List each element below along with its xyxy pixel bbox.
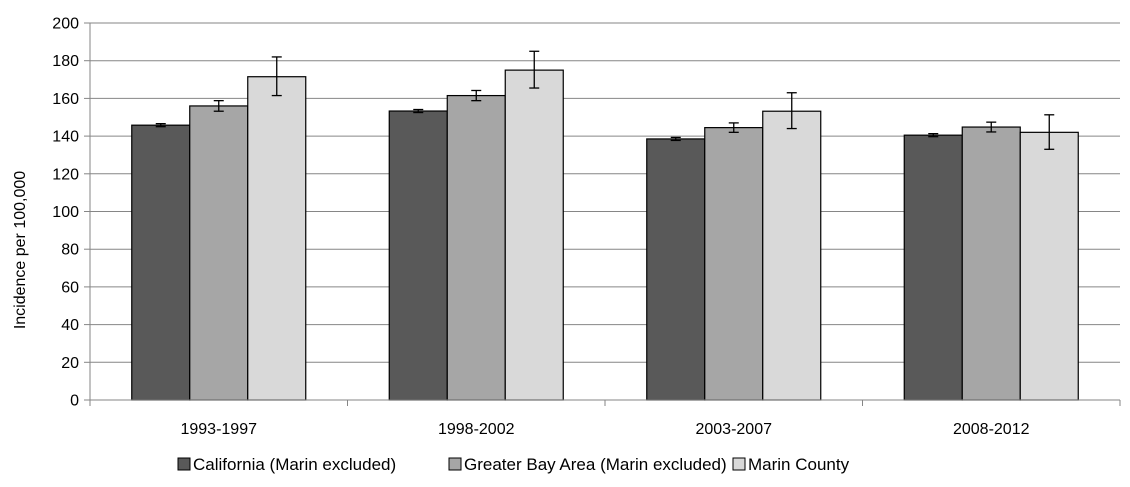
y-tick-label: 100 (52, 204, 79, 221)
x-tick-labels: 1993-1997 1998-2002 2003-2007 2008-2012 (180, 421, 1029, 438)
legend: California (Marin excluded) Greater Bay A… (177, 455, 850, 474)
bar (504, 69, 564, 401)
legend-label: Marin County (748, 455, 850, 474)
x-tick-label: 2008-2012 (953, 421, 1030, 438)
legend-label: Greater Bay Area (Marin excluded) (464, 455, 727, 474)
y-tick-label: 180 (52, 53, 79, 70)
x-tick-label: 1998-2002 (438, 421, 515, 438)
y-tick-label: 0 (70, 393, 79, 410)
legend-swatch (732, 457, 746, 471)
y-tick-labels: 0 20 40 60 80 100 120 140 160 180 200 (52, 16, 79, 410)
y-tick-label: 140 (52, 129, 79, 146)
x-tick-label: 2003-2007 (695, 421, 772, 438)
bar (247, 76, 307, 401)
y-tick-label: 60 (61, 279, 79, 296)
bar (903, 134, 963, 401)
bar (704, 127, 764, 401)
bar (446, 94, 506, 401)
bar (961, 126, 1021, 401)
y-tick-label: 200 (52, 16, 79, 33)
y-tick-label: 40 (61, 317, 79, 334)
legend-swatch (448, 457, 462, 471)
x-tick-label: 1993-1997 (180, 421, 257, 438)
y-tick-label: 160 (52, 91, 79, 108)
bars (131, 69, 1079, 401)
y-axis-title: Incidence per 100,000 (12, 171, 29, 329)
legend-swatch (177, 457, 191, 471)
bar (388, 110, 448, 401)
y-tick-label: 20 (61, 355, 79, 372)
bar (646, 138, 706, 401)
legend-label: California (Marin excluded) (193, 455, 396, 474)
axes (84, 22, 1121, 406)
bar (1019, 131, 1079, 401)
y-tick-label: 80 (61, 242, 79, 259)
bar (762, 110, 822, 401)
bar (189, 105, 249, 401)
y-tick-label: 120 (52, 166, 79, 183)
bar (131, 124, 191, 401)
error-bars (155, 50, 1055, 150)
